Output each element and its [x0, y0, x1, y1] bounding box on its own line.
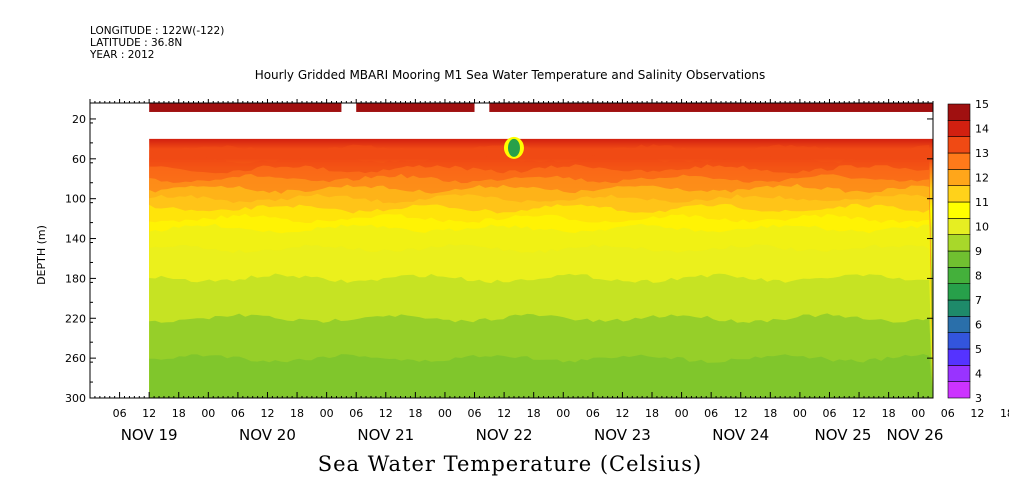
x-day-label: NOV 19 [121, 426, 178, 444]
colorbar-swatch [947, 267, 971, 284]
latitude-label: LATITUDE : 36.8N [90, 37, 183, 49]
plot-frame [89, 102, 934, 399]
x-hour-label: 06 [822, 407, 836, 420]
colorbar-swatch [947, 283, 971, 301]
x-hour-label: 12 [260, 407, 274, 420]
colorbar-label: 11 [975, 196, 989, 209]
x-day-label: NOV 21 [357, 426, 414, 444]
colorbar-label: 8 [975, 270, 982, 283]
colorbar-swatch [947, 136, 971, 154]
x-hour-label: 12 [852, 407, 866, 420]
colorbar-swatch [947, 234, 971, 252]
y-axis: 20 60 100 140 180 220 260 300 [65, 102, 933, 405]
y-tick-label: 20 [72, 113, 86, 126]
colorbar-label: 6 [975, 319, 982, 332]
colorbar-label: 3 [975, 392, 982, 405]
plot-border [89, 102, 934, 399]
x-hour-label: 18 [882, 407, 896, 420]
colorbar-label: 13 [975, 147, 989, 160]
colorbar-swatch [947, 103, 971, 121]
colorbar-label: 5 [975, 343, 982, 356]
x-hour-label: 12 [615, 407, 629, 420]
colorbar-swatch [947, 152, 971, 170]
x-hour-label: 00 [201, 407, 215, 420]
x-hour-label: 18 [527, 407, 541, 420]
x-day-label: NOV 26 [887, 426, 944, 444]
colorbar-swatch [947, 120, 971, 137]
colorbar-swatch [947, 381, 971, 399]
x-axis: 06 12 18 00 06 12 18 00 06 12 18 00 06 12 18 00 06 12 18 00… [89, 99, 1009, 444]
x-hour-label: 00 [793, 407, 807, 420]
x-hour-label: 12 [734, 407, 748, 420]
surface-bar [149, 103, 342, 112]
y-tick-label: 180 [65, 272, 86, 285]
x-axis-title: Sea Water Temperature (Celsius) [317, 452, 703, 476]
colorbar-swatch [947, 218, 971, 235]
x-hour-label: 06 [231, 407, 245, 420]
x-hour-label: 06 [704, 407, 718, 420]
x-hour-label: 18 [408, 407, 422, 420]
x-hour-label: 18 [1000, 407, 1009, 420]
x-hour-label: 12 [970, 407, 984, 420]
colorbar-label: 10 [975, 221, 989, 234]
colorbar-swatch [947, 169, 971, 186]
colorbar-swatch [947, 365, 971, 382]
x-hour-label: 00 [556, 407, 570, 420]
colorbar-swatch [947, 185, 971, 203]
y-axis-label: DEPTH (m) [35, 225, 48, 285]
x-hour-label: 18 [763, 407, 777, 420]
year-label: YEAR : 2012 [90, 49, 155, 61]
y-tick-label: 300 [65, 392, 86, 405]
x-hour-label: 18 [645, 407, 659, 420]
x-hour-label: 12 [142, 407, 156, 420]
longitude-label: LONGITUDE : 122W(-122) [90, 25, 225, 37]
x-day-label: NOV 20 [239, 426, 296, 444]
heatmap-field [149, 103, 933, 398]
y-tick-label: 100 [65, 193, 86, 206]
colorbar-swatch [947, 250, 971, 268]
contour-band [149, 354, 933, 398]
colorbar-label: 12 [975, 172, 989, 185]
x-day-label: NOV 22 [476, 426, 533, 444]
colorbar-label: 9 [975, 245, 982, 258]
colorbar-swatch [947, 348, 971, 366]
y-tick-label: 260 [65, 352, 86, 365]
x-hour-label: 12 [497, 407, 511, 420]
x-day-label: NOV 24 [712, 426, 769, 444]
x-hour-label: 06 [941, 407, 955, 420]
x-day-label: NOV 25 [815, 426, 872, 444]
x-hour-label: 06 [586, 407, 600, 420]
x-hour-label: 00 [675, 407, 689, 420]
x-hour-label: 06 [349, 407, 363, 420]
y-tick-label: 220 [65, 312, 86, 325]
y-tick-label: 60 [72, 153, 86, 166]
x-hour-label: 18 [172, 407, 186, 420]
x-hour-label: 00 [320, 407, 334, 420]
x-hour-label: 18 [290, 407, 304, 420]
colorbar-swatch [947, 201, 971, 219]
y-tick-label: 140 [65, 233, 86, 246]
surface-bar [356, 103, 475, 112]
colorbar-swatch [947, 332, 971, 350]
x-hour-label: 06 [113, 407, 127, 420]
x-hour-label: 00 [911, 407, 925, 420]
surface-bar [489, 103, 933, 112]
colorbar-label: 15 [975, 98, 989, 111]
chart-title: Hourly Gridded MBARI Mooring M1 Sea Wate… [254, 68, 766, 82]
x-hour-label: 00 [438, 407, 452, 420]
x-day-label: NOV 23 [594, 426, 651, 444]
anomaly-core [507, 138, 520, 157]
colorbar-label: 14 [975, 123, 989, 136]
colorbar-label: 4 [975, 368, 982, 381]
x-hour-label: 06 [468, 407, 482, 420]
x-hour-label: 12 [379, 407, 393, 420]
colorbar-swatch [947, 316, 971, 333]
colorbar-swatch [947, 299, 971, 317]
colorbar: 3 4 5 6 7 8 9 10 11 12 13 14 15 [947, 98, 989, 405]
colorbar-label: 7 [975, 294, 982, 307]
